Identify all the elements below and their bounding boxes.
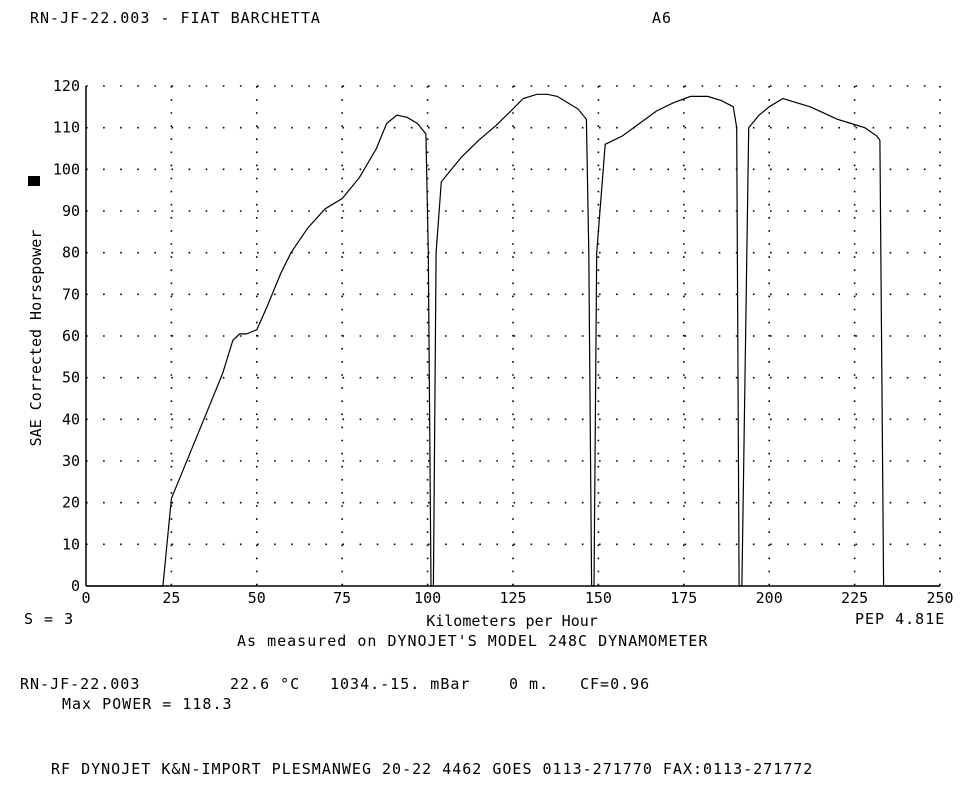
y-tick-label: 70 bbox=[62, 285, 80, 303]
chart-frame bbox=[85, 86, 940, 587]
chart-title: RN-JF-22.003 - FIAT BARCHETTA bbox=[30, 9, 321, 27]
x-tick-label: 250 bbox=[926, 589, 953, 607]
company-footer: RF DYNOJET K&N-IMPORT PLESMANWEG 20-22 4… bbox=[51, 760, 814, 778]
x-tick-label: 200 bbox=[756, 589, 783, 607]
y-tick-label: 80 bbox=[62, 244, 80, 262]
correction-factor: CF=0.96 bbox=[580, 675, 651, 693]
power-curve-line bbox=[86, 93, 940, 587]
y-axis-label: SAE Corrected Horsepower bbox=[27, 230, 45, 447]
s-value-note: S = 3 bbox=[24, 610, 75, 628]
y-tick-label: 120 bbox=[53, 77, 80, 95]
run-code: A6 bbox=[652, 9, 673, 27]
measurement-note: As measured on DYNOJET'S MODEL 248C DYNA… bbox=[237, 632, 709, 650]
y-tick-label: 90 bbox=[62, 202, 80, 220]
x-tick-label: 125 bbox=[499, 589, 526, 607]
x-tick-label: 25 bbox=[162, 589, 180, 607]
y-axis-ticks: 0 10 20 30 40 50 60 70 80 90 100 110 120 bbox=[53, 77, 80, 595]
x-tick-label: 225 bbox=[841, 589, 868, 607]
y-tick-label: 40 bbox=[62, 410, 80, 428]
y-tick-label: 0 bbox=[71, 577, 80, 595]
x-tick-label: 150 bbox=[585, 589, 612, 607]
x-tick-label: 175 bbox=[670, 589, 697, 607]
chart-grid bbox=[86, 85, 941, 586]
y-tick-label: 50 bbox=[62, 369, 80, 387]
x-tick-label: 50 bbox=[248, 589, 266, 607]
temperature: 22.6 °C bbox=[230, 675, 301, 693]
y-tick-label: 110 bbox=[53, 119, 80, 137]
y-tick-label: 60 bbox=[62, 327, 80, 345]
altitude: 0 m. bbox=[509, 675, 550, 693]
x-axis-ticks: 0 25 50 75 100 125 150 175 200 225 250 bbox=[81, 589, 953, 607]
max-power: Max POWER = 118.3 bbox=[62, 695, 233, 713]
y-tick-label: 100 bbox=[53, 160, 80, 178]
y-tick-label: 10 bbox=[62, 535, 80, 553]
pressure: 1034.-15. mBar bbox=[330, 675, 471, 693]
y-tick-label: 30 bbox=[62, 452, 80, 470]
x-axis-label: Kilometers per Hour bbox=[426, 612, 598, 630]
legend-marker bbox=[28, 176, 40, 186]
x-tick-label: 100 bbox=[414, 589, 441, 607]
pep-version: PEP 4.81E bbox=[855, 610, 946, 628]
x-tick-label: 0 bbox=[81, 589, 90, 607]
x-tick-label: 75 bbox=[333, 589, 351, 607]
run-id: RN-JF-22.003 bbox=[20, 675, 141, 693]
y-tick-label: 20 bbox=[62, 494, 80, 512]
